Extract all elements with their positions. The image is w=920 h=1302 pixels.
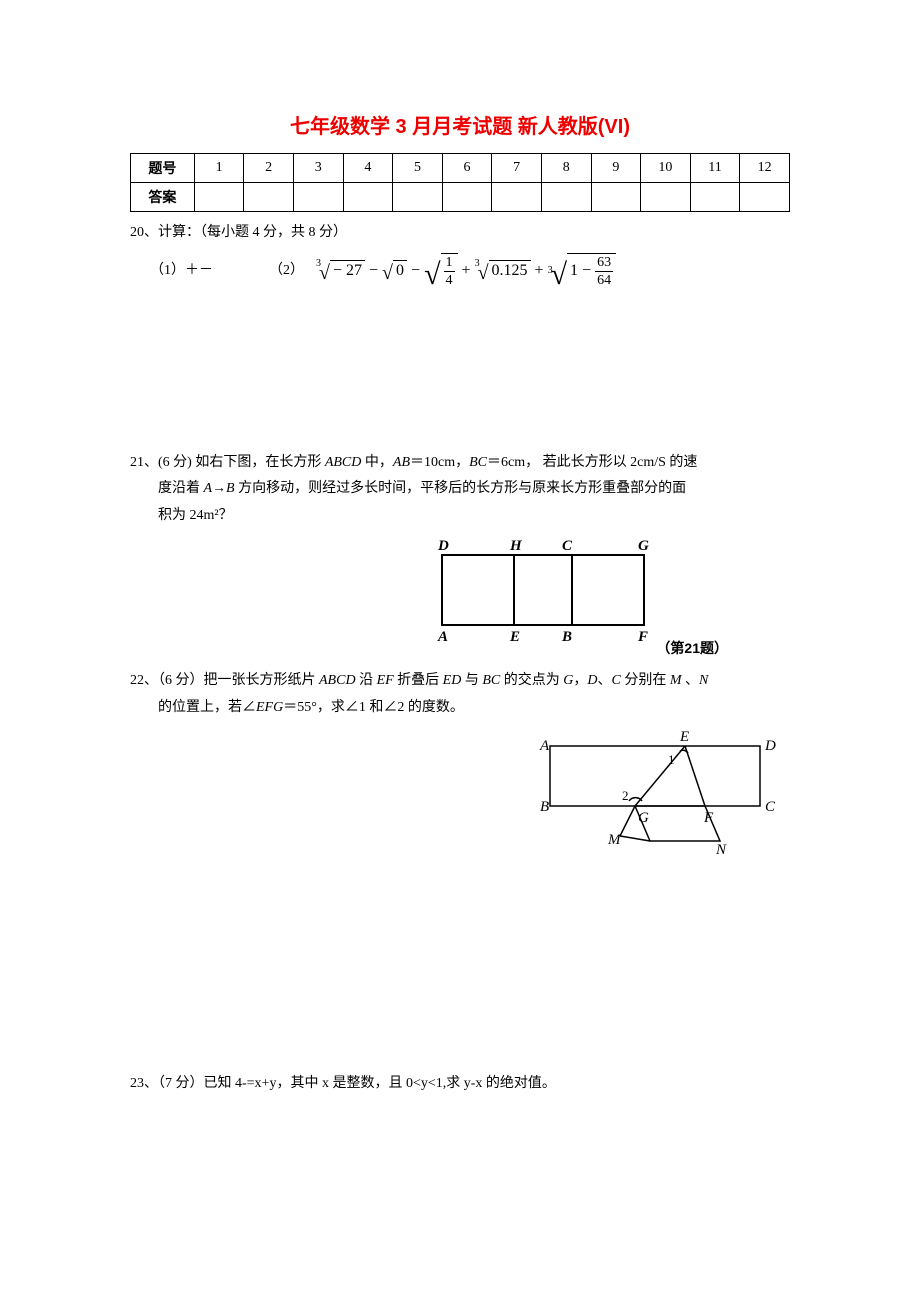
fold-diagram: A E D B G F C M N 1 2 (530, 726, 780, 866)
blank-space (130, 871, 790, 1061)
col-head: 6 (442, 154, 492, 183)
q20-head: 20、计算：（每小题 4 分，共 8 分） (130, 220, 790, 247)
q20-sub1: （1）＋－ (150, 258, 213, 285)
svg-text:N: N (715, 842, 727, 858)
cuberoot-neg27: 3 √ − 27 (316, 260, 365, 283)
table-row: 答案 (131, 183, 790, 212)
q22-figure: A E D B G F C M N 1 2 (130, 726, 780, 871)
col-head: 2 (244, 154, 294, 183)
svg-text:B: B (540, 799, 549, 815)
sqrt-0: √ 0 (382, 260, 407, 283)
answer-cell (591, 183, 641, 212)
answer-cell (393, 183, 443, 212)
col-head: 11 (690, 154, 740, 183)
page-title: 七年级数学 3 月月考试题 新人教版(VI) (130, 110, 790, 139)
svg-text:1: 1 (668, 752, 675, 767)
answer-cell (194, 183, 244, 212)
col-head: 8 (541, 154, 591, 183)
svg-text:G: G (638, 538, 649, 554)
svg-text:G: G (638, 810, 649, 826)
answer-cell (343, 183, 393, 212)
col-head: 5 (393, 154, 443, 183)
svg-text:B: B (561, 629, 572, 645)
q20-expressions: （1）＋－ （2） 3 √ − 27 − √ 0 − √ 1 4 (130, 253, 790, 290)
table-row: 题号 1 2 3 4 5 6 7 8 9 10 11 12 (131, 154, 790, 183)
q22-text: 22、（6 分）把一张长方形纸片 ABCD 沿 EF 折叠后 ED 与 BC 的… (130, 668, 790, 721)
q20-sub2-math: 3 √ − 27 − √ 0 − √ 1 4 + 3 (316, 253, 616, 290)
svg-text:C: C (562, 538, 573, 554)
svg-text:E: E (679, 729, 689, 745)
svg-text:F: F (703, 810, 714, 826)
svg-text:D: D (437, 538, 449, 554)
answer-cell (244, 183, 294, 212)
col-head: 12 (740, 154, 790, 183)
svg-text:A: A (539, 738, 550, 754)
answer-cell (541, 183, 591, 212)
col-head: 4 (343, 154, 393, 183)
svg-text:F: F (637, 629, 648, 645)
answer-cell (293, 183, 343, 212)
q21-figure: D H C G A E B F （第21题） (130, 533, 750, 658)
answer-cell (740, 183, 790, 212)
row-label: 答案 (131, 183, 195, 212)
answer-cell (690, 183, 740, 212)
svg-text:E: E (509, 629, 520, 645)
answer-cell (492, 183, 542, 212)
blank-space (130, 290, 790, 440)
page: 七年级数学 3 月月考试题 新人教版(VI) 题号 1 2 3 4 5 6 7 … (0, 0, 920, 1302)
col-head: 9 (591, 154, 641, 183)
q20-sub2-label: （2） (269, 258, 304, 285)
cuberoot-0125: 3 √ 0.125 (475, 260, 531, 283)
svg-text:2: 2 (622, 788, 629, 803)
q21-text: 21、(6 分) 如右下图，在长方形 ABCD 中，AB＝10cm，BC＝6cm… (130, 450, 790, 530)
svg-text:A: A (437, 629, 448, 645)
cuberoot-1-minus-frac: 3 √ 1 − 63 64 (548, 253, 617, 290)
rectangle-translation-diagram: D H C G A E B F (422, 533, 652, 653)
answer-sheet-table: 题号 1 2 3 4 5 6 7 8 9 10 11 12 答案 (130, 153, 790, 212)
col-head: 1 (194, 154, 244, 183)
svg-text:H: H (509, 538, 523, 554)
svg-text:C: C (765, 799, 776, 815)
answer-cell (641, 183, 691, 212)
q21-caption: （第21题） (656, 638, 728, 658)
col-head: 7 (492, 154, 542, 183)
svg-text:M: M (607, 832, 622, 848)
svg-text:D: D (764, 738, 776, 754)
col-head: 10 (641, 154, 691, 183)
q23-text: 23、（7 分）已知 4-=x+y，其中 x 是整数，且 0<y<1,求 y-x… (130, 1071, 790, 1098)
sqrt-frac: √ 1 4 (424, 253, 457, 290)
col-head: 3 (293, 154, 343, 183)
row-label: 题号 (131, 154, 195, 183)
answer-cell (442, 183, 492, 212)
